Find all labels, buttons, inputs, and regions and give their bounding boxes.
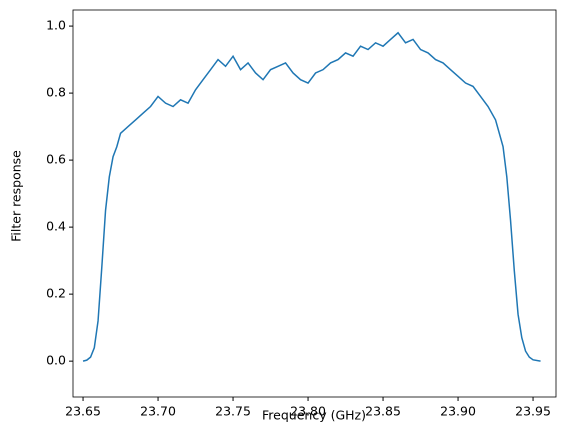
y-tick-label: 0.6	[46, 152, 66, 167]
x-axis-label: Frequency (GHz)	[262, 408, 366, 423]
y-tick-label: 0.0	[46, 353, 66, 368]
y-tick-label: 1.0	[46, 18, 66, 33]
y-tick-label: 0.8	[46, 85, 66, 100]
x-tick-label: 23.70	[140, 404, 176, 419]
y-axis-label: Filter response	[9, 150, 24, 242]
plot-frame	[72, 9, 557, 398]
y-tick-label: 0.2	[46, 286, 66, 301]
x-tick-label: 23.90	[440, 404, 476, 419]
x-tick-label: 23.75	[215, 404, 251, 419]
x-tick-label: 23.65	[65, 404, 101, 419]
data-line	[82, 31, 541, 362]
x-tick-label: 23.85	[365, 404, 401, 419]
x-tick-label: 23.80	[290, 404, 326, 419]
x-tick-label: 23.95	[515, 404, 551, 419]
y-tick-label: 0.4	[46, 219, 66, 234]
